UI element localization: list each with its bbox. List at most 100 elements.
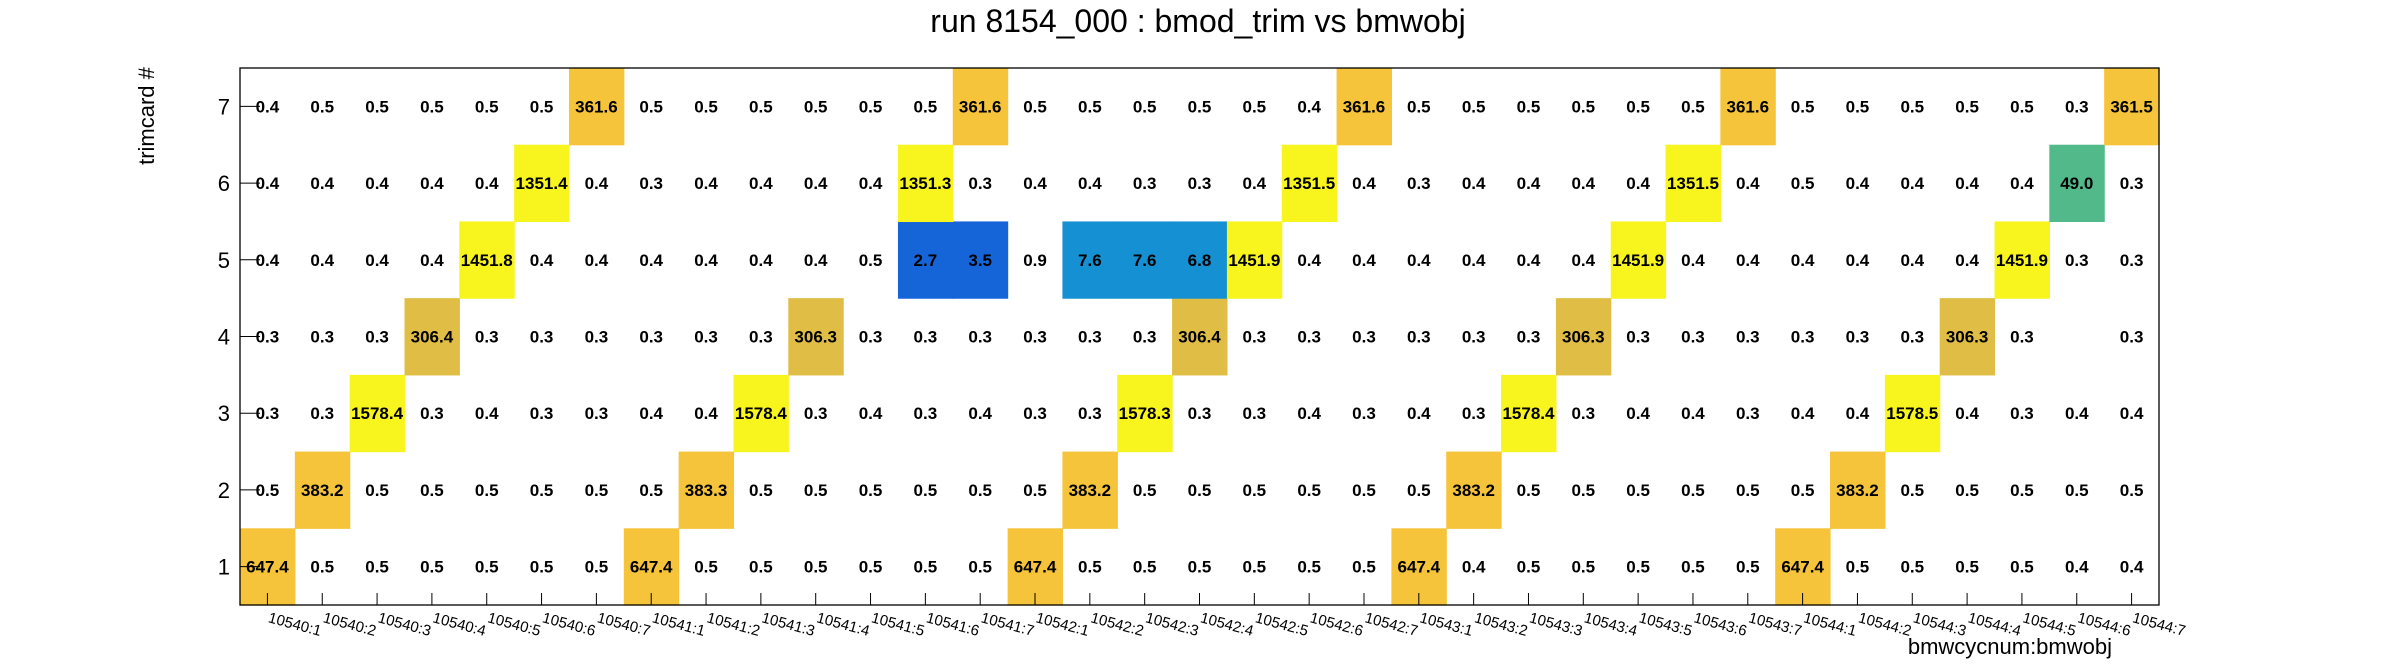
- cell-value-label: 0.3: [1846, 328, 1870, 347]
- heatmap-cell: [733, 374, 789, 453]
- cell-value-label: 0.4: [1955, 404, 1979, 423]
- y-axis-title: trimcard #: [134, 66, 159, 165]
- cell-value-label: 0.5: [694, 97, 718, 116]
- cell-value-label: 0.5: [1517, 558, 1541, 577]
- y-axis-ticks: 1 2 3 4 5 6 7: [218, 94, 260, 580]
- cell-value-label: 0.4: [1407, 251, 1431, 270]
- x-tick-label: 10540:3: [376, 609, 433, 639]
- cell-value-label: 0.3: [2010, 328, 2034, 347]
- heatmap-cell: [952, 68, 1009, 146]
- cell-value-label: 0.4: [1243, 174, 1267, 193]
- cell-value-label: 0.4: [1517, 251, 1541, 270]
- x-tick-label: 10540:1: [266, 609, 323, 639]
- cell-value-label: 0.3: [1023, 328, 1047, 347]
- cell-value-label: 0.3: [475, 328, 499, 347]
- chart-title: run 8154_000 : bmod_trim vs bmwobj: [930, 3, 1465, 39]
- cell-value-label: 1351.5: [1283, 174, 1335, 193]
- cell-value-label: 0.5: [2010, 481, 2034, 500]
- cell-value-label: 0.3: [1736, 328, 1760, 347]
- cell-value-label: 0.5: [1791, 481, 1815, 500]
- cell-value-label: 0.5: [585, 558, 609, 577]
- cell-value-label: 0.3: [1297, 328, 1321, 347]
- heatmap-cell: [1830, 451, 1886, 529]
- cell-value-label: 6.8: [1188, 251, 1212, 270]
- cell-value-label: 383.2: [1452, 481, 1495, 500]
- cell-value-label: 0.3: [1626, 328, 1650, 347]
- cell-value-label: 0.5: [1133, 481, 1157, 500]
- cell-value-label: 0.4: [2065, 404, 2089, 423]
- heatmap-cell: [1117, 221, 1173, 299]
- cell-value-label: 0.3: [968, 328, 992, 347]
- cell-value-label: 0.4: [1955, 251, 1979, 270]
- cell-value-label: 383.2: [1836, 481, 1879, 500]
- cell-value-label: 0.5: [749, 97, 773, 116]
- heatmap-cell: [1720, 68, 1776, 146]
- cell-value-label: 0.5: [749, 558, 773, 577]
- cell-value-label: 0.5: [1681, 481, 1705, 500]
- cell-value-label: 0.3: [968, 174, 992, 193]
- cell-value-label: 0.4: [1517, 174, 1541, 193]
- cell-value-label: 0.4: [804, 174, 828, 193]
- cell-value-label: 1451.8: [461, 251, 513, 270]
- cell-value-label: 0.3: [2065, 97, 2089, 116]
- cell-value-label: 0.5: [914, 481, 938, 500]
- cell-value-label: 0.5: [1188, 97, 1212, 116]
- heatmap-cell: [514, 144, 570, 223]
- cell-value-label: 0.3: [1243, 404, 1267, 423]
- cell-value-label: 0.3: [2120, 328, 2144, 347]
- cell-value-label: 0.4: [859, 174, 883, 193]
- cell-value-label: 0.4: [639, 251, 663, 270]
- cell-value-label: 0.4: [749, 251, 773, 270]
- cell-value-label: 0.5: [1133, 558, 1157, 577]
- cell-value-label: 0.5: [475, 558, 499, 577]
- cell-value-label: 0.3: [1791, 328, 1815, 347]
- cell-value-label: 647.4: [1781, 558, 1824, 577]
- cell-value-label: 0.4: [2120, 558, 2144, 577]
- x-tick-label: 10544:1: [1802, 609, 1859, 639]
- cell-value-label: 1451.9: [1996, 251, 2048, 270]
- heatmap-cell: [1501, 374, 1557, 453]
- cell-value-label: 0.3: [1133, 174, 1157, 193]
- x-tick-label: 10540:4: [431, 609, 488, 639]
- cell-value-label: 0.3: [256, 404, 280, 423]
- cell-value-label: 0.4: [1626, 404, 1650, 423]
- cell-value-label: 0.4: [2120, 404, 2144, 423]
- heatmap-cell: [1555, 298, 1612, 376]
- heatmap-cell: [1665, 144, 1721, 223]
- heatmap-cell: [459, 221, 515, 299]
- cell-value-label: 0.4: [694, 404, 718, 423]
- heatmap-cell: [788, 298, 844, 376]
- cell-value-label: 361.5: [2110, 97, 2153, 116]
- cell-value-label: 0.3: [1900, 328, 1924, 347]
- heatmap-cell: [349, 374, 406, 453]
- cell-value-label: 1351.5: [1667, 174, 1719, 193]
- cell-value-label: 0.3: [1352, 404, 1376, 423]
- cell-value-label: 0.4: [256, 251, 280, 270]
- x-axis-ticks: 10540:110540:210540:310540:410540:510540…: [266, 593, 2187, 640]
- x-tick-label: 10540:6: [541, 609, 598, 639]
- cell-value-label: 0.5: [914, 558, 938, 577]
- cell-value-label: 0.4: [1736, 174, 1760, 193]
- cell-value-label: 3.5: [968, 251, 992, 270]
- cell-value-label: 0.3: [639, 328, 663, 347]
- cell-value-label: 0.4: [585, 251, 609, 270]
- heatmap-cell: [1062, 451, 1118, 529]
- cell-value-label: 0.5: [365, 97, 389, 116]
- cell-value-label: 0.4: [639, 404, 663, 423]
- heatmap-cell: [1172, 298, 1228, 376]
- cell-value-label: 0.5: [1681, 558, 1705, 577]
- cell-value-label: 0.5: [1517, 481, 1541, 500]
- cell-value-label: 0.3: [310, 328, 334, 347]
- cell-value-label: 0.5: [1462, 97, 1486, 116]
- cell-value-label: 0.3: [1243, 328, 1267, 347]
- cell-value-label: 0.5: [1900, 481, 1924, 500]
- heatmap-cell: [1062, 221, 1118, 299]
- cell-value-label: 361.6: [1727, 97, 1770, 116]
- x-tick-label: 10542:5: [1253, 609, 1310, 639]
- cell-value-label: 0.3: [256, 328, 280, 347]
- cell-value-label: 0.5: [1955, 481, 1979, 500]
- x-tick-label: 10541:4: [815, 609, 872, 639]
- cell-value-label: 0.5: [859, 251, 883, 270]
- cell-value-label: 0.5: [639, 97, 663, 116]
- cell-value-label: 0.4: [310, 251, 334, 270]
